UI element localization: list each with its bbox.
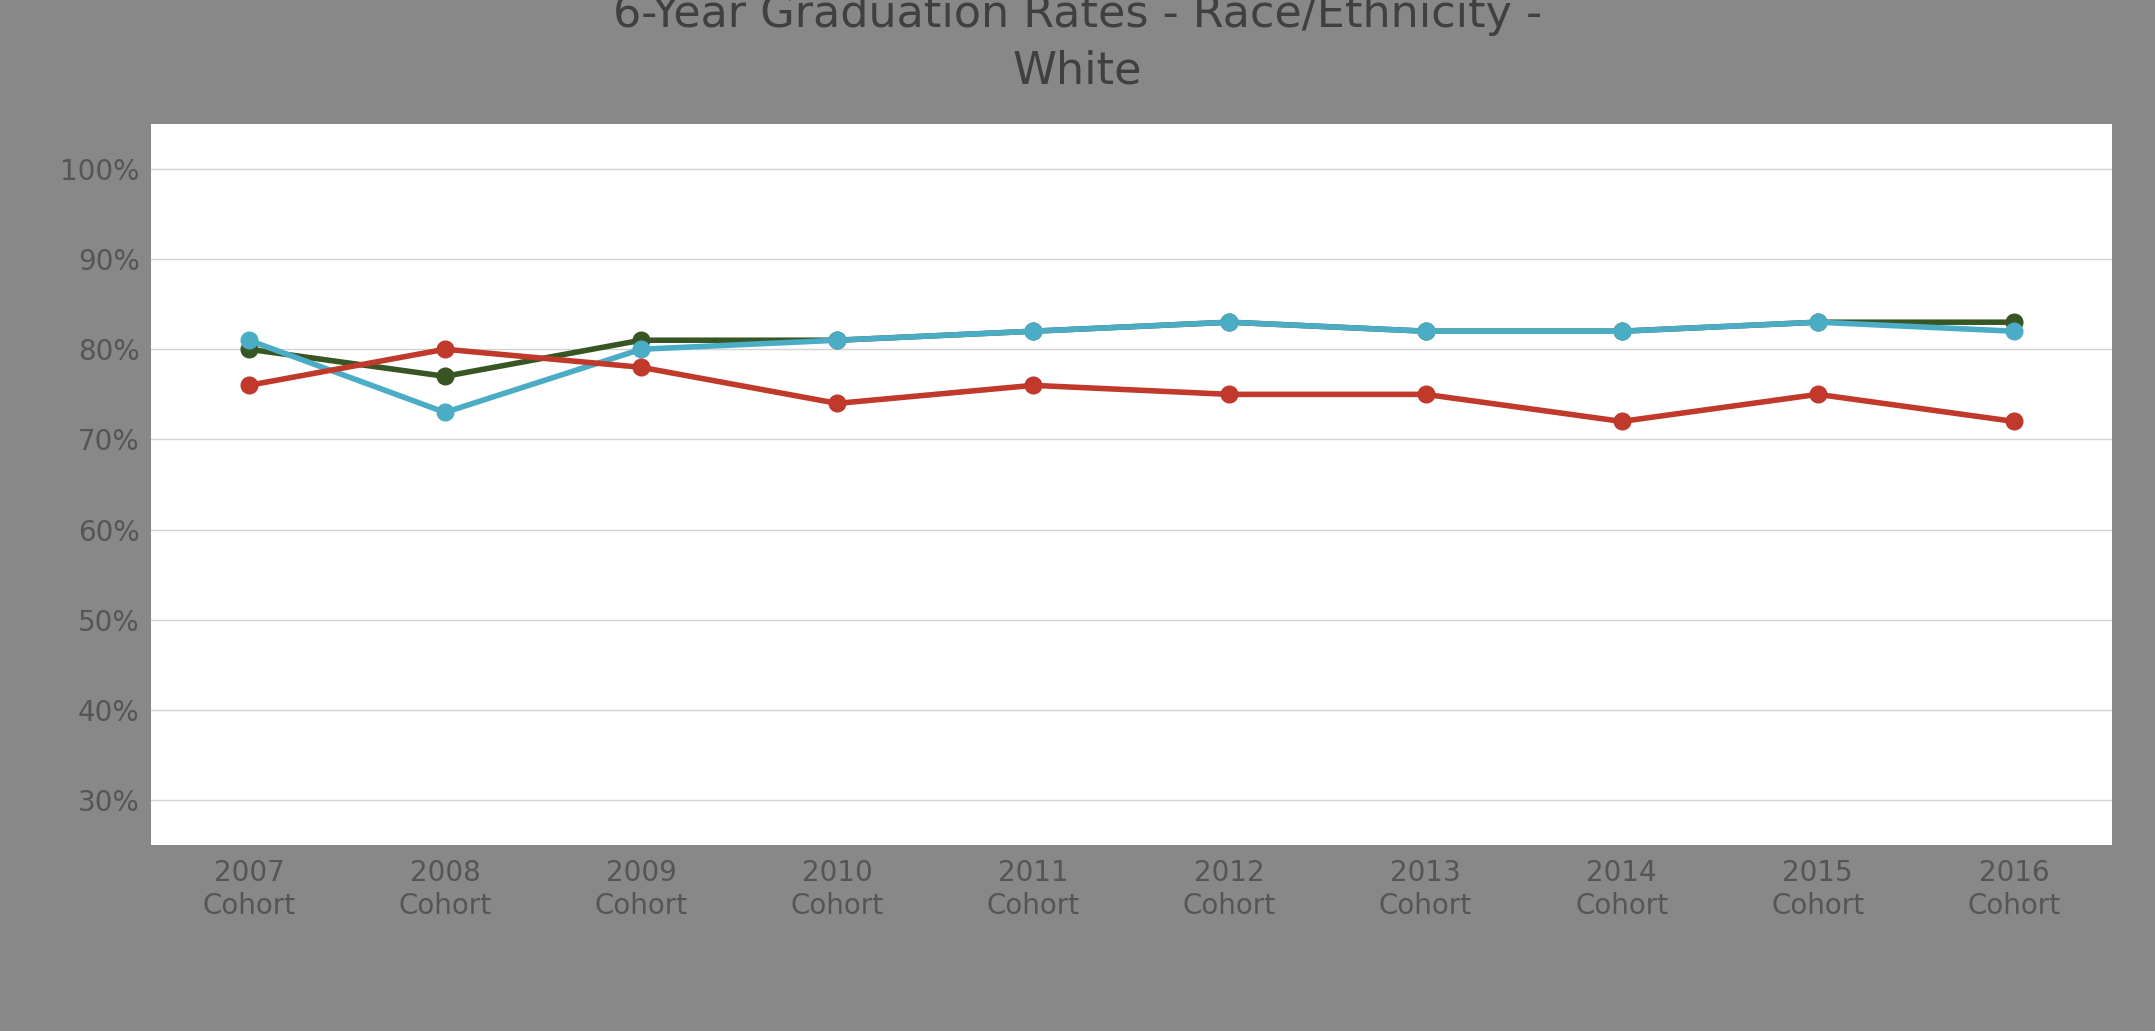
All Benchmark Institutions [431, 370, 459, 383]
Seattle University [2002, 415, 2028, 428]
All Benchmark Institutions [1218, 317, 1243, 329]
Seattle University [629, 361, 655, 373]
WestCoast Benchmark Institutions [1218, 317, 1243, 329]
Seattle University [1414, 389, 1440, 401]
All Benchmark Institutions [237, 343, 263, 356]
Text: 6-Year Graduation Rates - Race/Ethnicity -
White: 6-Year Graduation Rates - Race/Ethnicity… [612, 0, 1543, 93]
All Benchmark Institutions [2002, 317, 2028, 329]
Seattle University [1610, 415, 1636, 428]
All Benchmark Institutions [1610, 325, 1636, 337]
Seattle University [825, 397, 851, 409]
WestCoast Benchmark Institutions [825, 334, 851, 346]
WestCoast Benchmark Institutions [1806, 317, 1832, 329]
Seattle University [431, 343, 459, 356]
All Benchmark Institutions [825, 334, 851, 346]
WestCoast Benchmark Institutions [431, 406, 459, 419]
All Benchmark Institutions [1414, 325, 1440, 337]
All Benchmark Institutions [629, 334, 655, 346]
WestCoast Benchmark Institutions [1021, 325, 1047, 337]
Seattle University [1218, 389, 1243, 401]
Seattle University [237, 379, 263, 392]
WestCoast Benchmark Institutions [2002, 325, 2028, 337]
Line: All Benchmark Institutions: All Benchmark Institutions [241, 313, 2021, 385]
WestCoast Benchmark Institutions [1610, 325, 1636, 337]
WestCoast Benchmark Institutions [1414, 325, 1440, 337]
All Benchmark Institutions [1021, 325, 1047, 337]
WestCoast Benchmark Institutions [629, 343, 655, 356]
Line: Seattle University: Seattle University [241, 341, 2021, 430]
Line: WestCoast Benchmark Institutions: WestCoast Benchmark Institutions [241, 313, 2021, 421]
Seattle University [1806, 389, 1832, 401]
All Benchmark Institutions [1806, 317, 1832, 329]
Seattle University [1021, 379, 1047, 392]
WestCoast Benchmark Institutions [237, 334, 263, 346]
